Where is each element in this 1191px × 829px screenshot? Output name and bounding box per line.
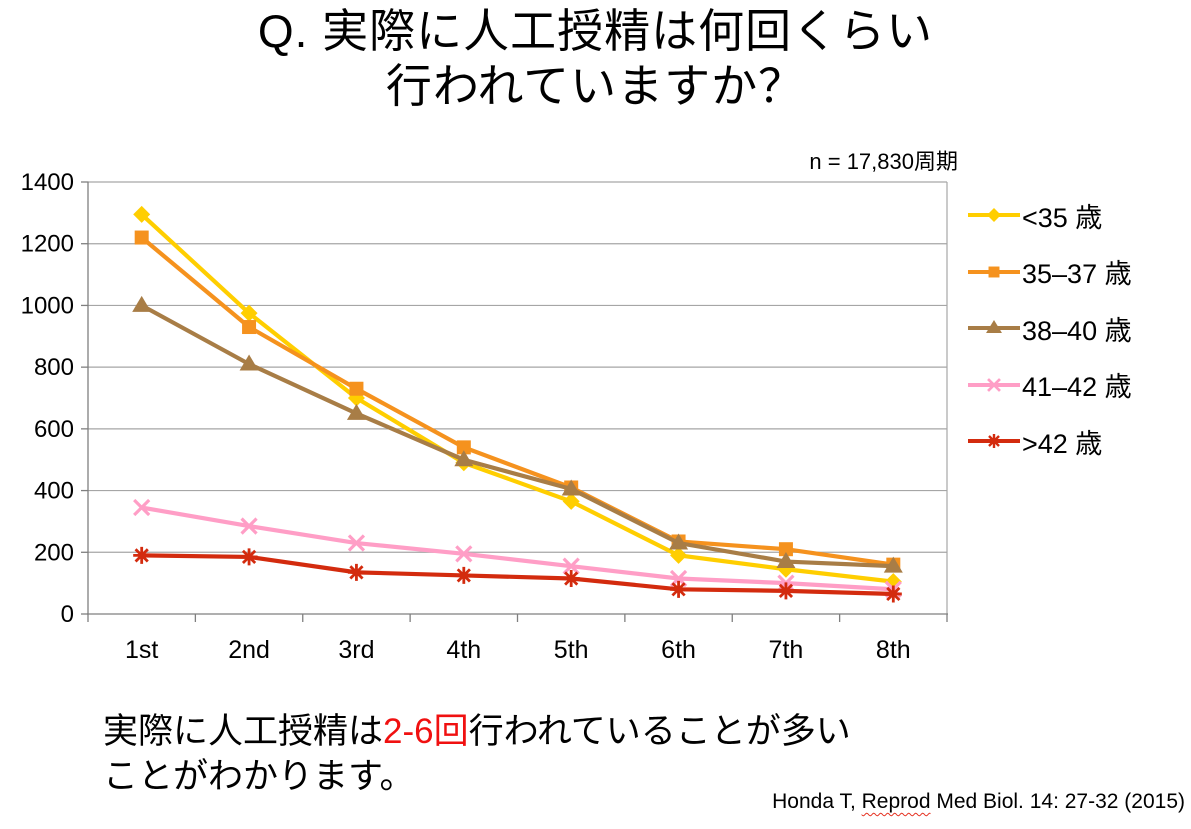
triangle-marker-icon: [776, 552, 796, 569]
svg-text:7th: 7th: [769, 636, 804, 664]
legend-label: 38–40 歳: [1022, 315, 1132, 346]
triangle-marker-icon: [454, 450, 474, 467]
citation-misspelled-word: Reprod: [861, 790, 931, 813]
citation: Honda T, Reprod Med Biol. 14: 27-32 (201…: [772, 790, 1185, 814]
legend-key: [968, 208, 1020, 223]
svg-text:8th: 8th: [876, 636, 911, 664]
line-chart: 0 200 400 600 800 1000 1200 1400 1st 2nd 3rd 4th 5th…: [21, 169, 948, 664]
svg-text:2nd: 2nd: [228, 636, 270, 664]
asterisk-marker-icon: [670, 580, 688, 598]
series: [134, 230, 901, 572]
svg-text:3rd: 3rd: [338, 636, 374, 664]
svg-text:1400: 1400: [21, 169, 74, 196]
asterisk-marker-icon: [455, 566, 473, 584]
slide-title: Q. 実際に人工授精は何回くらい 行われていますか？: [257, 5, 934, 113]
x-marker-icon: [347, 534, 366, 552]
x-marker-icon: [455, 545, 473, 563]
asterisk-marker-icon: [240, 548, 258, 566]
svg-text:1200: 1200: [21, 231, 74, 258]
asterisk-marker-icon: [777, 582, 795, 600]
conclusion-suffix: 行われていることが多い ことがわかります。: [103, 712, 851, 796]
square-marker-icon: [242, 320, 257, 335]
legend-label: <35 歳: [1022, 202, 1103, 233]
svg-text:800: 800: [34, 354, 74, 381]
conclusion-prefix: 実際に人工授精は: [103, 712, 384, 751]
diamond-marker-icon: [240, 304, 258, 322]
chart-legend: <35 歳 35–37 歳 38–40 歳 41–42 歳 >42 歳: [966, 187, 1132, 470]
conclusion-text: 実際に人工授精は2-6回行われていることが多い ことがわかります。: [103, 710, 983, 800]
triangle-marker-icon: [561, 479, 581, 496]
series: [132, 295, 903, 573]
svg-text:4th: 4th: [446, 636, 481, 664]
triangle-marker-icon: [132, 295, 152, 312]
asterisk-marker-icon: [884, 585, 902, 603]
legend-item: 35–37 歳: [966, 244, 1132, 301]
legend-item: >42 歳: [966, 413, 1132, 470]
asterisk-marker-icon: [347, 563, 365, 581]
legend-item: 38–40 歳: [966, 300, 1132, 357]
sample-size-note: n = 17,830周期: [809, 149, 958, 174]
triangle-marker-icon: [986, 320, 1002, 334]
series: [133, 546, 902, 603]
diamond-marker-icon: [562, 492, 580, 510]
legend-key: [968, 320, 1020, 334]
svg-text:1000: 1000: [21, 292, 74, 319]
legend-key: [968, 434, 1020, 449]
triangle-marker-icon: [669, 533, 689, 550]
legend-label: >42 歳: [1022, 428, 1103, 459]
svg-text:200: 200: [34, 539, 74, 566]
diamond-marker-icon: [133, 205, 151, 223]
triangle-marker-icon: [883, 556, 903, 573]
chart-area: 0 200 400 600 800 1000 1200 1400 1st 2nd 3rd 4th 5th…: [0, 160, 960, 685]
svg-text:400: 400: [34, 478, 74, 505]
svg-text:600: 600: [34, 416, 74, 443]
svg-text:5th: 5th: [554, 636, 589, 664]
svg-text:0: 0: [61, 601, 74, 628]
square-marker-icon: [988, 266, 1000, 278]
legend-key: [968, 266, 1020, 278]
svg-text:6th: 6th: [661, 636, 696, 664]
square-marker-icon: [456, 440, 471, 455]
legend-item: <35 歳: [966, 187, 1132, 244]
citation-pre: Honda T,: [772, 790, 862, 813]
legend-item: 41–42 歳: [966, 357, 1132, 414]
svg-text:1st: 1st: [125, 636, 158, 664]
citation-post: Med Biol. 14: 27-32 (2015): [930, 790, 1185, 813]
triangle-marker-icon: [346, 403, 366, 420]
diamond-marker-icon: [987, 208, 1001, 223]
triangle-marker-icon: [239, 354, 259, 371]
conclusion-highlight: 2-6回: [383, 712, 469, 751]
x-marker-icon: [133, 498, 151, 517]
legend-label: 41–42 歳: [1022, 372, 1132, 403]
asterisk-marker-icon: [562, 570, 580, 588]
x-marker-icon: [240, 517, 258, 535]
legend-key: [968, 377, 1020, 392]
asterisk-marker-icon: [987, 434, 1001, 449]
square-marker-icon: [778, 542, 793, 557]
asterisk-marker-icon: [133, 546, 151, 564]
x-marker-icon: [562, 557, 580, 575]
legend-label: 35–37 歳: [1022, 259, 1132, 290]
square-marker-icon: [349, 381, 364, 396]
x-marker-icon: [987, 377, 1001, 392]
diamond-marker-icon: [670, 546, 688, 564]
series: [133, 205, 902, 591]
square-marker-icon: [134, 230, 149, 245]
